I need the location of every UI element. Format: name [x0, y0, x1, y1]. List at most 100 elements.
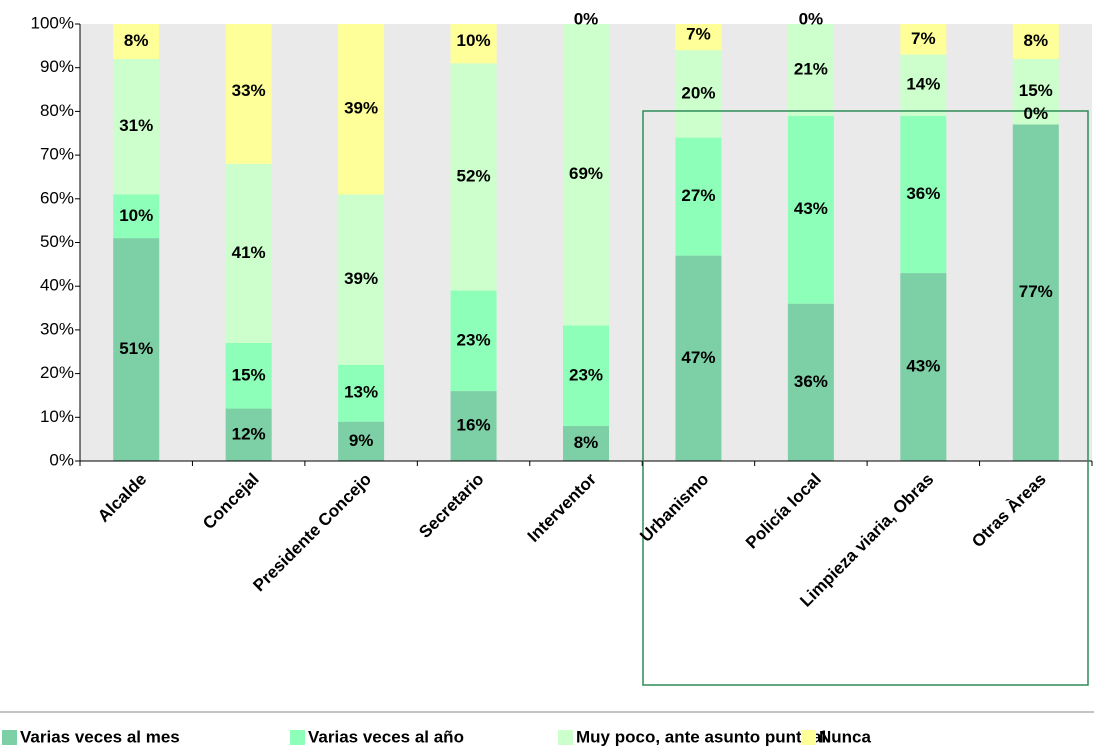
- y-tick-label: 70%: [40, 145, 74, 164]
- bar-segment: [1012, 124, 1059, 461]
- bar-segment: [338, 364, 385, 422]
- y-tick-label: 0%: [49, 450, 74, 469]
- bar-segment: [675, 50, 722, 138]
- x-tick-label: Policía local: [742, 470, 825, 553]
- data-label: 0%: [1023, 104, 1048, 123]
- data-label: 33%: [232, 81, 266, 100]
- bar-segment: [450, 63, 497, 291]
- legend-label: Nunca: [819, 727, 872, 746]
- bar-segment: [563, 24, 609, 326]
- bar-segment: [675, 137, 722, 256]
- bar-segment: [338, 24, 385, 195]
- data-label: 51%: [119, 339, 153, 358]
- bar-segment: [338, 421, 385, 461]
- data-label: 12%: [232, 424, 266, 443]
- data-label: 23%: [569, 365, 603, 384]
- bar-segment: [900, 273, 947, 461]
- data-label: 7%: [911, 29, 936, 48]
- data-label: 31%: [119, 116, 153, 135]
- data-label: 39%: [344, 269, 378, 288]
- data-label: 43%: [906, 357, 940, 376]
- data-label: 39%: [344, 99, 378, 118]
- legend-swatch: [290, 730, 305, 745]
- bar-segment: [787, 303, 834, 461]
- legend-label: Varias veces al mes: [20, 727, 180, 746]
- y-tick-label: 60%: [40, 188, 74, 207]
- bar-segment: [787, 115, 834, 304]
- data-label: 8%: [1023, 31, 1048, 50]
- data-label: 52%: [457, 166, 491, 185]
- legend-swatch: [801, 730, 816, 745]
- data-label: 36%: [794, 372, 828, 391]
- x-tick-label: Interventor: [524, 469, 600, 545]
- bar-segment: [113, 24, 160, 59]
- bar-segment: [563, 325, 609, 427]
- data-label: 69%: [569, 164, 603, 183]
- bar-segment: [450, 391, 497, 461]
- legend-label: Muy poco, ante asunto puntual: [576, 727, 826, 746]
- bar-segment: [675, 24, 722, 51]
- x-tick-label: Presidente Concejo: [249, 470, 375, 596]
- bar-segment: [1012, 58, 1059, 125]
- y-tick-label: 20%: [40, 363, 74, 382]
- data-label: 10%: [457, 31, 491, 50]
- highlight-box: [642, 110, 1089, 686]
- x-tick-label: Limpieza viaria, Obras: [796, 470, 937, 611]
- y-tick-label: 80%: [40, 101, 74, 120]
- data-label: 16%: [457, 416, 491, 435]
- data-label: 14%: [906, 75, 940, 94]
- bar-segment: [787, 24, 834, 116]
- data-label: 77%: [1019, 282, 1053, 301]
- data-label: 10%: [119, 206, 153, 225]
- x-tick-label: Otras Àreas: [968, 470, 1050, 552]
- bar-segment: [900, 54, 947, 116]
- data-label: 41%: [232, 243, 266, 262]
- bar-segment: [113, 238, 160, 461]
- bar-segment: [900, 24, 947, 55]
- y-tick-label: 30%: [40, 319, 74, 338]
- y-tick-label: 50%: [40, 232, 74, 251]
- data-label: 20%: [681, 83, 715, 102]
- data-label: 27%: [681, 186, 715, 205]
- data-label: 13%: [344, 383, 378, 402]
- data-label: 36%: [906, 184, 940, 203]
- bar-segment: [450, 290, 497, 392]
- bar-segment: [338, 194, 385, 365]
- bar-segment: [1012, 24, 1059, 59]
- bar-segment: [113, 194, 160, 239]
- x-tick-label: Secretario: [415, 470, 487, 542]
- bar-segment: [675, 255, 722, 461]
- bars: [113, 24, 1059, 461]
- legend-swatch: [2, 730, 17, 745]
- data-label: 7%: [686, 24, 711, 43]
- y-tick-label: 90%: [40, 57, 74, 76]
- data-label: 0%: [799, 9, 824, 28]
- data-label: 43%: [794, 199, 828, 218]
- x-tick-label: Concejal: [199, 470, 263, 534]
- bar-segment: [113, 58, 160, 195]
- bar-segment: [225, 163, 272, 344]
- bar-segment: [225, 408, 272, 461]
- data-label: 23%: [457, 330, 491, 349]
- bar-segment: [225, 24, 272, 164]
- data-label: 15%: [232, 365, 266, 384]
- bar-segment: [900, 115, 947, 274]
- legend-label: Varias veces al año: [308, 727, 464, 746]
- data-label: 0%: [574, 9, 599, 28]
- x-tick-label: Urbanismo: [636, 470, 712, 546]
- bar-segment: [563, 426, 609, 461]
- y-tick-label: 10%: [40, 407, 74, 426]
- bar-segment: [225, 343, 272, 409]
- legend-swatch: [558, 730, 573, 745]
- bar-segment: [450, 24, 497, 64]
- data-label: 47%: [681, 348, 715, 367]
- y-tick-label: 40%: [40, 276, 74, 295]
- data-label: 8%: [574, 433, 599, 452]
- data-label: 8%: [124, 31, 149, 50]
- data-label: 9%: [349, 431, 374, 450]
- data-label: 15%: [1019, 81, 1053, 100]
- y-tick-label: 100%: [31, 13, 74, 32]
- x-tick-label: Alcalde: [94, 470, 150, 526]
- data-label: 21%: [794, 59, 828, 78]
